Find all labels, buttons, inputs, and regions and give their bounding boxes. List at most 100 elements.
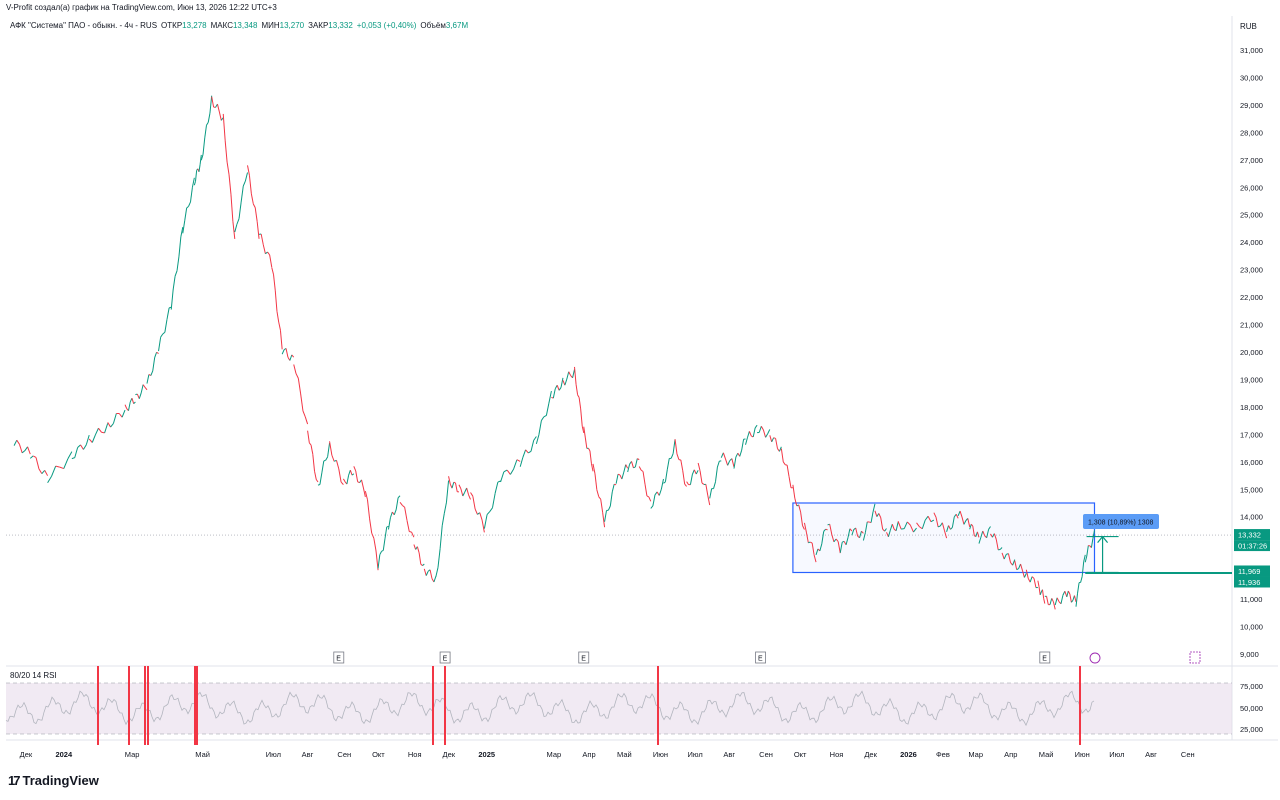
symbol-legend: АФК "Система" ПАО - обыкн. - 4ч - RUS ОТ…: [10, 21, 468, 30]
price-segment: [41, 470, 46, 474]
price-segment: [811, 543, 815, 555]
price-segment: [168, 306, 172, 309]
rsi-tick-label: 50,000: [1240, 704, 1263, 713]
price-segment: [574, 366, 577, 385]
price-segment: [778, 446, 782, 452]
last-price-badge-bg: [1234, 529, 1270, 541]
open-label: ОТКР: [161, 21, 183, 30]
price-segment: [835, 538, 839, 542]
price-segment: [689, 474, 693, 485]
price-segment: [722, 452, 726, 460]
price-segment: [80, 444, 84, 450]
price-segment: [672, 439, 676, 454]
price-segment: [295, 373, 299, 379]
earnings-marker-glyph: E: [336, 656, 341, 663]
price-segment: [813, 554, 817, 563]
price-segment: [684, 483, 687, 487]
earnings-marker: [1039, 651, 1051, 664]
tradingview-logo[interactable]: 17 TradingView: [8, 773, 99, 788]
price-segment: [470, 492, 474, 497]
price-segment: [399, 502, 403, 506]
price-segment: [331, 454, 335, 462]
price-segment: [951, 516, 955, 528]
price-segment: [589, 450, 592, 464]
price-segment: [162, 331, 166, 335]
price-segment: [98, 427, 102, 433]
price-segment: [351, 473, 355, 476]
price-segment: [691, 469, 695, 475]
price-segment: [355, 470, 359, 482]
dividend-marker: [1089, 652, 1101, 664]
price-segment: [870, 511, 874, 523]
price-segment: [382, 538, 386, 551]
x-tick-label: Июл: [688, 750, 703, 759]
price-segment: [63, 458, 69, 469]
price-segment: [716, 460, 720, 468]
price-segment: [1043, 598, 1046, 604]
price-segment: [538, 420, 542, 435]
price-segment: [733, 456, 737, 469]
price-segment: [1083, 554, 1086, 562]
price-segment: [131, 398, 135, 404]
y-tick-label: 28,000: [1240, 128, 1263, 137]
price-segment: [1084, 555, 1088, 563]
price-segment: [937, 525, 941, 528]
symbol-title[interactable]: АФК "Система" ПАО - обыкн. - 4ч - RUS: [10, 21, 158, 30]
price-segment: [429, 569, 433, 579]
price-segment: [1014, 560, 1018, 570]
price-segment: [260, 233, 264, 245]
measure-badge: [1083, 514, 1159, 529]
price-segment: [195, 170, 198, 182]
price-segment: [963, 520, 967, 525]
price-segment: [950, 527, 953, 530]
price-segment: [107, 422, 111, 428]
price-segment: [423, 568, 427, 576]
price-segment: [640, 469, 644, 472]
price-segment: [152, 357, 156, 372]
price-segment: [543, 415, 547, 418]
price-segment: [578, 397, 582, 410]
price-segment: [232, 221, 236, 239]
price-segment: [782, 461, 786, 465]
price-segment: [1081, 561, 1085, 577]
price-segment: [906, 521, 911, 526]
price-segment: [460, 488, 464, 497]
price-segment: [308, 442, 312, 446]
price-segment: [85, 435, 90, 445]
price-segment: [609, 491, 613, 507]
price-segment: [353, 466, 357, 472]
price-segment: [1003, 554, 1007, 560]
price-segment: [448, 476, 451, 485]
price-segment: [592, 463, 596, 474]
price-segment: [1020, 563, 1023, 571]
price-segment: [773, 437, 776, 439]
price-segment: [554, 384, 558, 390]
high-value: 13,348: [232, 21, 258, 30]
price-segment: [466, 487, 470, 496]
price-segment: [366, 499, 371, 519]
price-segment: [841, 540, 845, 543]
price-segment: [663, 481, 666, 484]
price-segment: [805, 532, 809, 543]
price-segment: [522, 449, 527, 458]
price-segment: [222, 113, 226, 141]
price-segment: [587, 448, 591, 452]
price-segment: [486, 511, 491, 515]
price-segment: [887, 529, 891, 537]
low-value: 13,270: [279, 21, 305, 30]
price-segment: [746, 431, 750, 438]
price-segment: [957, 510, 961, 516]
price-segment: [361, 479, 364, 489]
price-segment: [864, 521, 868, 533]
price-segment: [172, 276, 176, 290]
price-segment: [13, 439, 18, 446]
price-segment: [357, 481, 360, 484]
price-segment: [312, 454, 316, 472]
price-segment: [583, 426, 586, 438]
price-segment: [602, 512, 606, 528]
price-segment: [138, 392, 142, 399]
price-segment: [236, 218, 240, 225]
price-series: [13, 95, 1095, 610]
price-segment: [604, 510, 607, 522]
